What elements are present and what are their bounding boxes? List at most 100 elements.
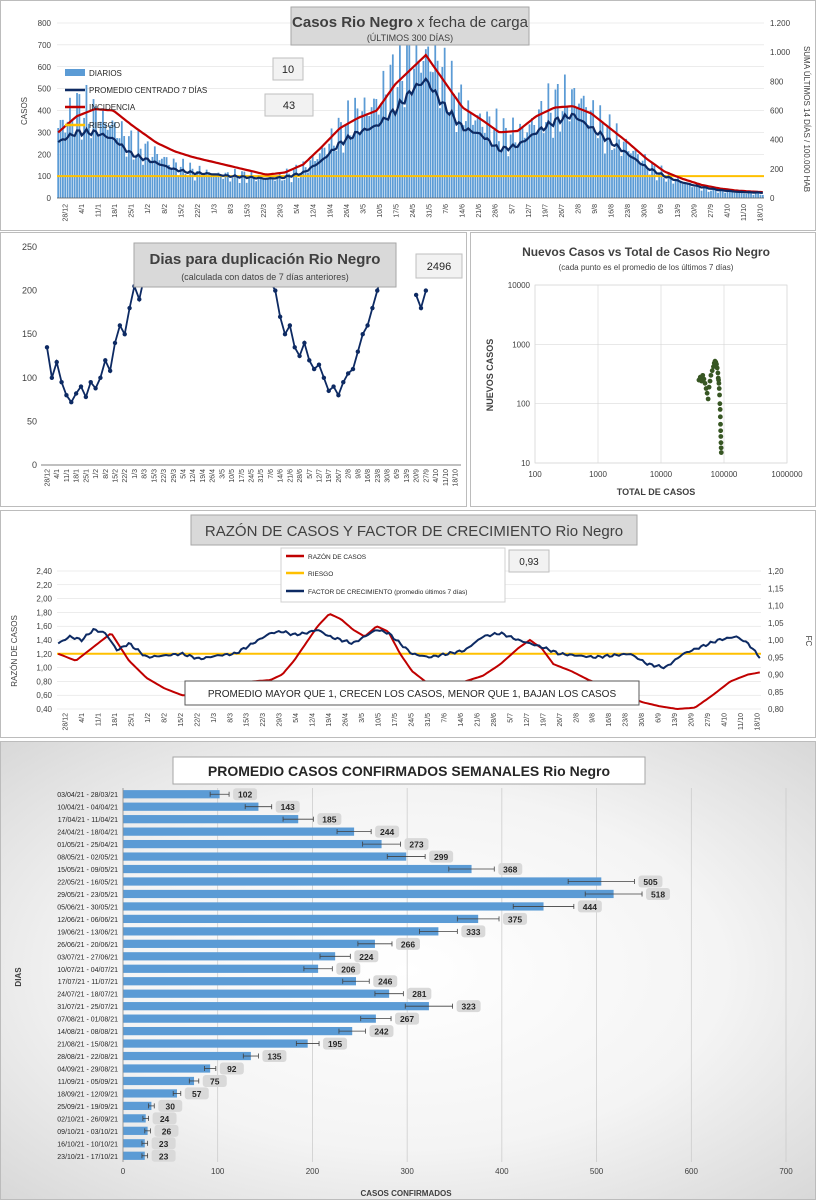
x-tick-label: 14/6 (458, 713, 465, 727)
duplicacion-point (355, 349, 361, 354)
bar-diarios (427, 46, 430, 198)
x-tick-label: 4/10 (724, 204, 731, 218)
x-tick-label: 7/6 (268, 469, 275, 479)
bar-diarios (703, 186, 705, 198)
x-tick-label: 8/2 (161, 713, 168, 723)
x-tick-label: 10/5 (377, 204, 384, 218)
legend: DIARIOS PROMEDIO CENTRADO 7 DÍAS INCIDEN… (65, 69, 207, 130)
x-tick-label: 28/6 (493, 204, 500, 218)
chart-subtitle: (ÚLTIMOS 300 DÍAS) (367, 33, 453, 43)
bar-diarios (509, 134, 512, 198)
chart-title: Nuevos Casos vs Total de Casos Rio Negro (522, 245, 770, 259)
x-tick-label: 1/2 (145, 204, 152, 214)
bar-diarios (193, 180, 196, 198)
bar-diarios (401, 80, 404, 198)
bar-diarios (274, 180, 276, 198)
bar-diarios (262, 179, 265, 198)
y2-tick-label: 400 (770, 136, 784, 145)
bar-diarios (747, 192, 750, 198)
y-tick-label: 07/08/21 - 01/08/21 (57, 1017, 118, 1024)
incidencia-line (57, 53, 763, 194)
bar-diarios (667, 172, 670, 198)
bar-diarios (436, 60, 439, 198)
bar-diarios (229, 181, 232, 198)
bar-diarios (175, 162, 177, 198)
bar-diarios (717, 192, 719, 198)
x-tick-label: 4/1 (79, 204, 86, 214)
scatter-point (709, 368, 715, 374)
bar-diarios (596, 138, 599, 198)
bar-diarios (521, 127, 524, 198)
data-label-box (158, 1099, 183, 1112)
y-axis-label: NUEVOS CASOS (485, 339, 495, 412)
bar-diarios (759, 194, 762, 198)
bar-diarios (448, 111, 451, 198)
bar-diarios (80, 139, 83, 198)
bar (123, 914, 479, 924)
bar-diarios (177, 175, 180, 198)
x-tick-label: 15/3 (151, 469, 158, 483)
x-tick-label: 200 (306, 1167, 320, 1176)
data-label-box (262, 1050, 287, 1063)
x-tick-label: 29/3 (278, 204, 285, 218)
x-tick-label: 15/3 (245, 204, 252, 218)
bar-diarios (276, 175, 279, 198)
y-tick-label: 16/10/21 - 10/10/21 (57, 1141, 118, 1148)
bar-diarios (556, 84, 559, 198)
bar-diarios (549, 112, 552, 198)
x-tick-label: 5/4 (294, 204, 301, 214)
bar-diarios (672, 183, 675, 198)
data-label-box (375, 825, 400, 838)
duplicacion-point (78, 384, 84, 389)
x-tick-label: 500 (590, 1167, 604, 1176)
data-label: 23 (159, 1139, 169, 1149)
y-tick-label: 24/04/21 - 18/04/21 (57, 830, 118, 837)
scatter-point (718, 434, 724, 439)
bar-diarios (186, 176, 189, 198)
x-tick-label: 26/4 (343, 713, 350, 727)
bar-diarios (634, 149, 637, 198)
bar-diarios (149, 161, 151, 198)
y-tick-label: 28/08/21 - 22/08/21 (57, 1054, 118, 1061)
data-label-box (404, 838, 429, 851)
bar-diarios (563, 74, 566, 198)
bar-diarios (109, 125, 111, 198)
bar-diarios (160, 158, 163, 198)
x-tick-label: 28/12 (45, 469, 52, 487)
y-tick-label: 25/09/21 - 19/09/21 (57, 1104, 118, 1111)
bar-diarios (535, 132, 538, 198)
bar-diarios (601, 122, 604, 198)
bar-diarios (363, 97, 366, 198)
bar-diarios (396, 87, 399, 198)
y-tick-label: 100 (38, 172, 52, 181)
bar-diarios (349, 135, 352, 198)
x-tick-label: 2/8 (346, 469, 353, 479)
bar-diarios (394, 113, 397, 198)
x-tick-label: 2/8 (575, 204, 582, 214)
bar-diarios (120, 121, 123, 198)
bar-diarios (413, 68, 415, 198)
razon-line (57, 613, 760, 711)
scatter-point (715, 370, 721, 376)
x-tick-label: 31/5 (258, 469, 265, 483)
bar-diarios (495, 108, 498, 198)
bar-diarios (259, 175, 262, 198)
x-tick-label: 4/10 (433, 469, 440, 483)
bar-diarios (111, 120, 114, 198)
legend-label: RIESGO (89, 121, 120, 130)
bar-series-diarios (57, 30, 764, 199)
bar (123, 1139, 145, 1148)
x-tick-label: 11/10 (741, 204, 748, 221)
bar-diarios (429, 71, 432, 198)
bar-diarios (222, 178, 225, 198)
duplicacion-point (360, 332, 365, 337)
bar-diarios (158, 160, 161, 198)
y-axis-label: RAZÓN DE CASOS (10, 615, 19, 687)
duplicacion-point (127, 305, 132, 311)
bar-diarios (665, 181, 668, 198)
plot-area (534, 284, 788, 464)
x-tick-label: 1/3 (132, 469, 139, 479)
x-tick-label: 27/9 (708, 204, 715, 218)
data-label: 273 (409, 840, 423, 850)
x-tick-label: 22/3 (260, 713, 267, 727)
